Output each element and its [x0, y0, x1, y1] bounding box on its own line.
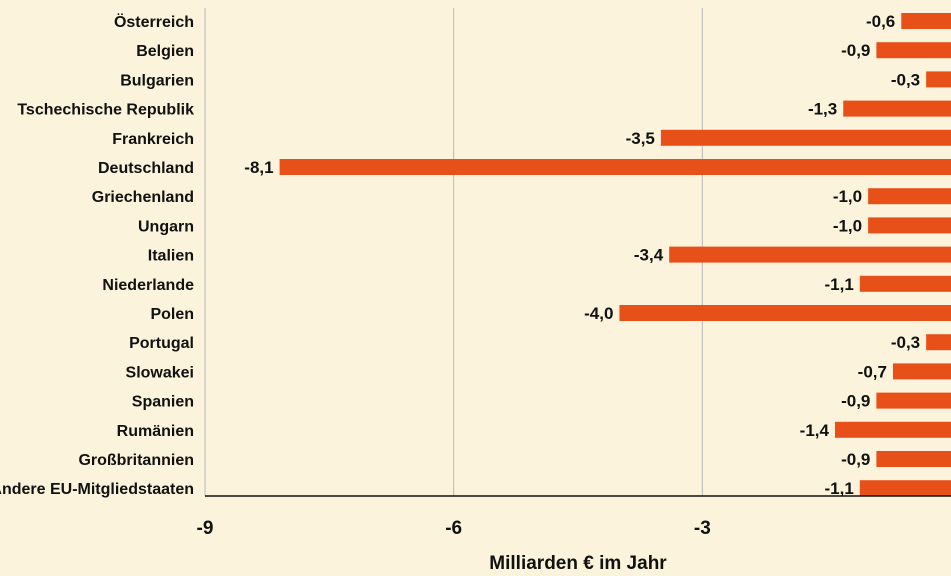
bars — [279, 13, 951, 497]
bar-3 — [926, 71, 951, 88]
bar-17 — [859, 480, 951, 497]
category-label: Rumänien — [117, 423, 194, 440]
category-label: Andere EU-Mitgliedstaaten — [0, 481, 194, 498]
value-label: -1,0 — [833, 216, 862, 235]
bar-6 — [279, 159, 951, 175]
bar-4 — [843, 100, 951, 117]
category-label: Frankreich — [112, 131, 194, 148]
category-label: Spanien — [132, 394, 194, 411]
value-label: -1,1 — [825, 275, 854, 294]
value-label: -0,3 — [891, 333, 920, 352]
value-label: -0,7 — [858, 362, 887, 381]
category-label: Bulgarien — [120, 72, 194, 89]
value-label: -1,4 — [800, 421, 830, 440]
category-label: Polen — [150, 306, 194, 323]
value-label: -1,3 — [808, 100, 837, 119]
category-label: Deutschland — [98, 160, 194, 177]
category-label: Ungarn — [138, 218, 194, 235]
category-label: Belgien — [136, 43, 194, 60]
bar-13 — [892, 363, 951, 380]
value-label: -3,5 — [626, 129, 655, 148]
bar-9 — [669, 246, 951, 263]
value-label: -0,6 — [866, 12, 895, 31]
category-labels: Österreich Belgien Bulgarien Tschechische R… — [0, 12, 194, 498]
category-label: Niederlande — [102, 277, 194, 294]
value-label: -0,9 — [841, 450, 870, 469]
x-axis-title: Milliarden € im Jahr — [489, 553, 667, 574]
gridlines — [204, 8, 703, 496]
bar-2 — [876, 42, 951, 59]
bar-8 — [868, 217, 951, 234]
value-labels: -0,6 -0,9 -0,3 -1,3 -3,5 -8,1 -1,0 -1,0 -3,4 -1,1… — [244, 12, 920, 498]
value-label: -0,9 — [841, 41, 870, 60]
value-label: -4,0 — [584, 304, 613, 323]
x-tick-label: -3 — [694, 518, 711, 539]
category-label: Österreich — [114, 12, 194, 31]
value-label: -8,1 — [244, 158, 273, 177]
bar-15 — [834, 421, 951, 438]
bar-5 — [660, 129, 951, 146]
category-label: Großbritannien — [78, 452, 194, 469]
value-label: -3,4 — [634, 246, 664, 265]
bar-12 — [926, 334, 951, 351]
bar-11 — [619, 305, 951, 321]
bar-10 — [859, 275, 951, 292]
x-tick-label: -9 — [197, 518, 214, 539]
value-label: -1,1 — [825, 479, 854, 498]
bar-16 — [876, 451, 951, 467]
bar-14 — [876, 392, 951, 409]
category-label: Italien — [148, 248, 194, 265]
bar-1 — [901, 13, 951, 29]
x-tick-label: -6 — [445, 518, 462, 539]
value-label: -1,0 — [833, 187, 862, 206]
value-label: -0,3 — [891, 70, 920, 89]
category-label: Slowakei — [126, 364, 194, 381]
value-label: -0,9 — [841, 392, 870, 411]
bar-7 — [868, 188, 951, 205]
x-tick-labels: -9 -6 -3 — [197, 518, 711, 539]
category-label: Portugal — [129, 335, 194, 352]
category-label: Tschechische Republik — [17, 102, 194, 119]
category-label: Griechenland — [92, 189, 194, 206]
